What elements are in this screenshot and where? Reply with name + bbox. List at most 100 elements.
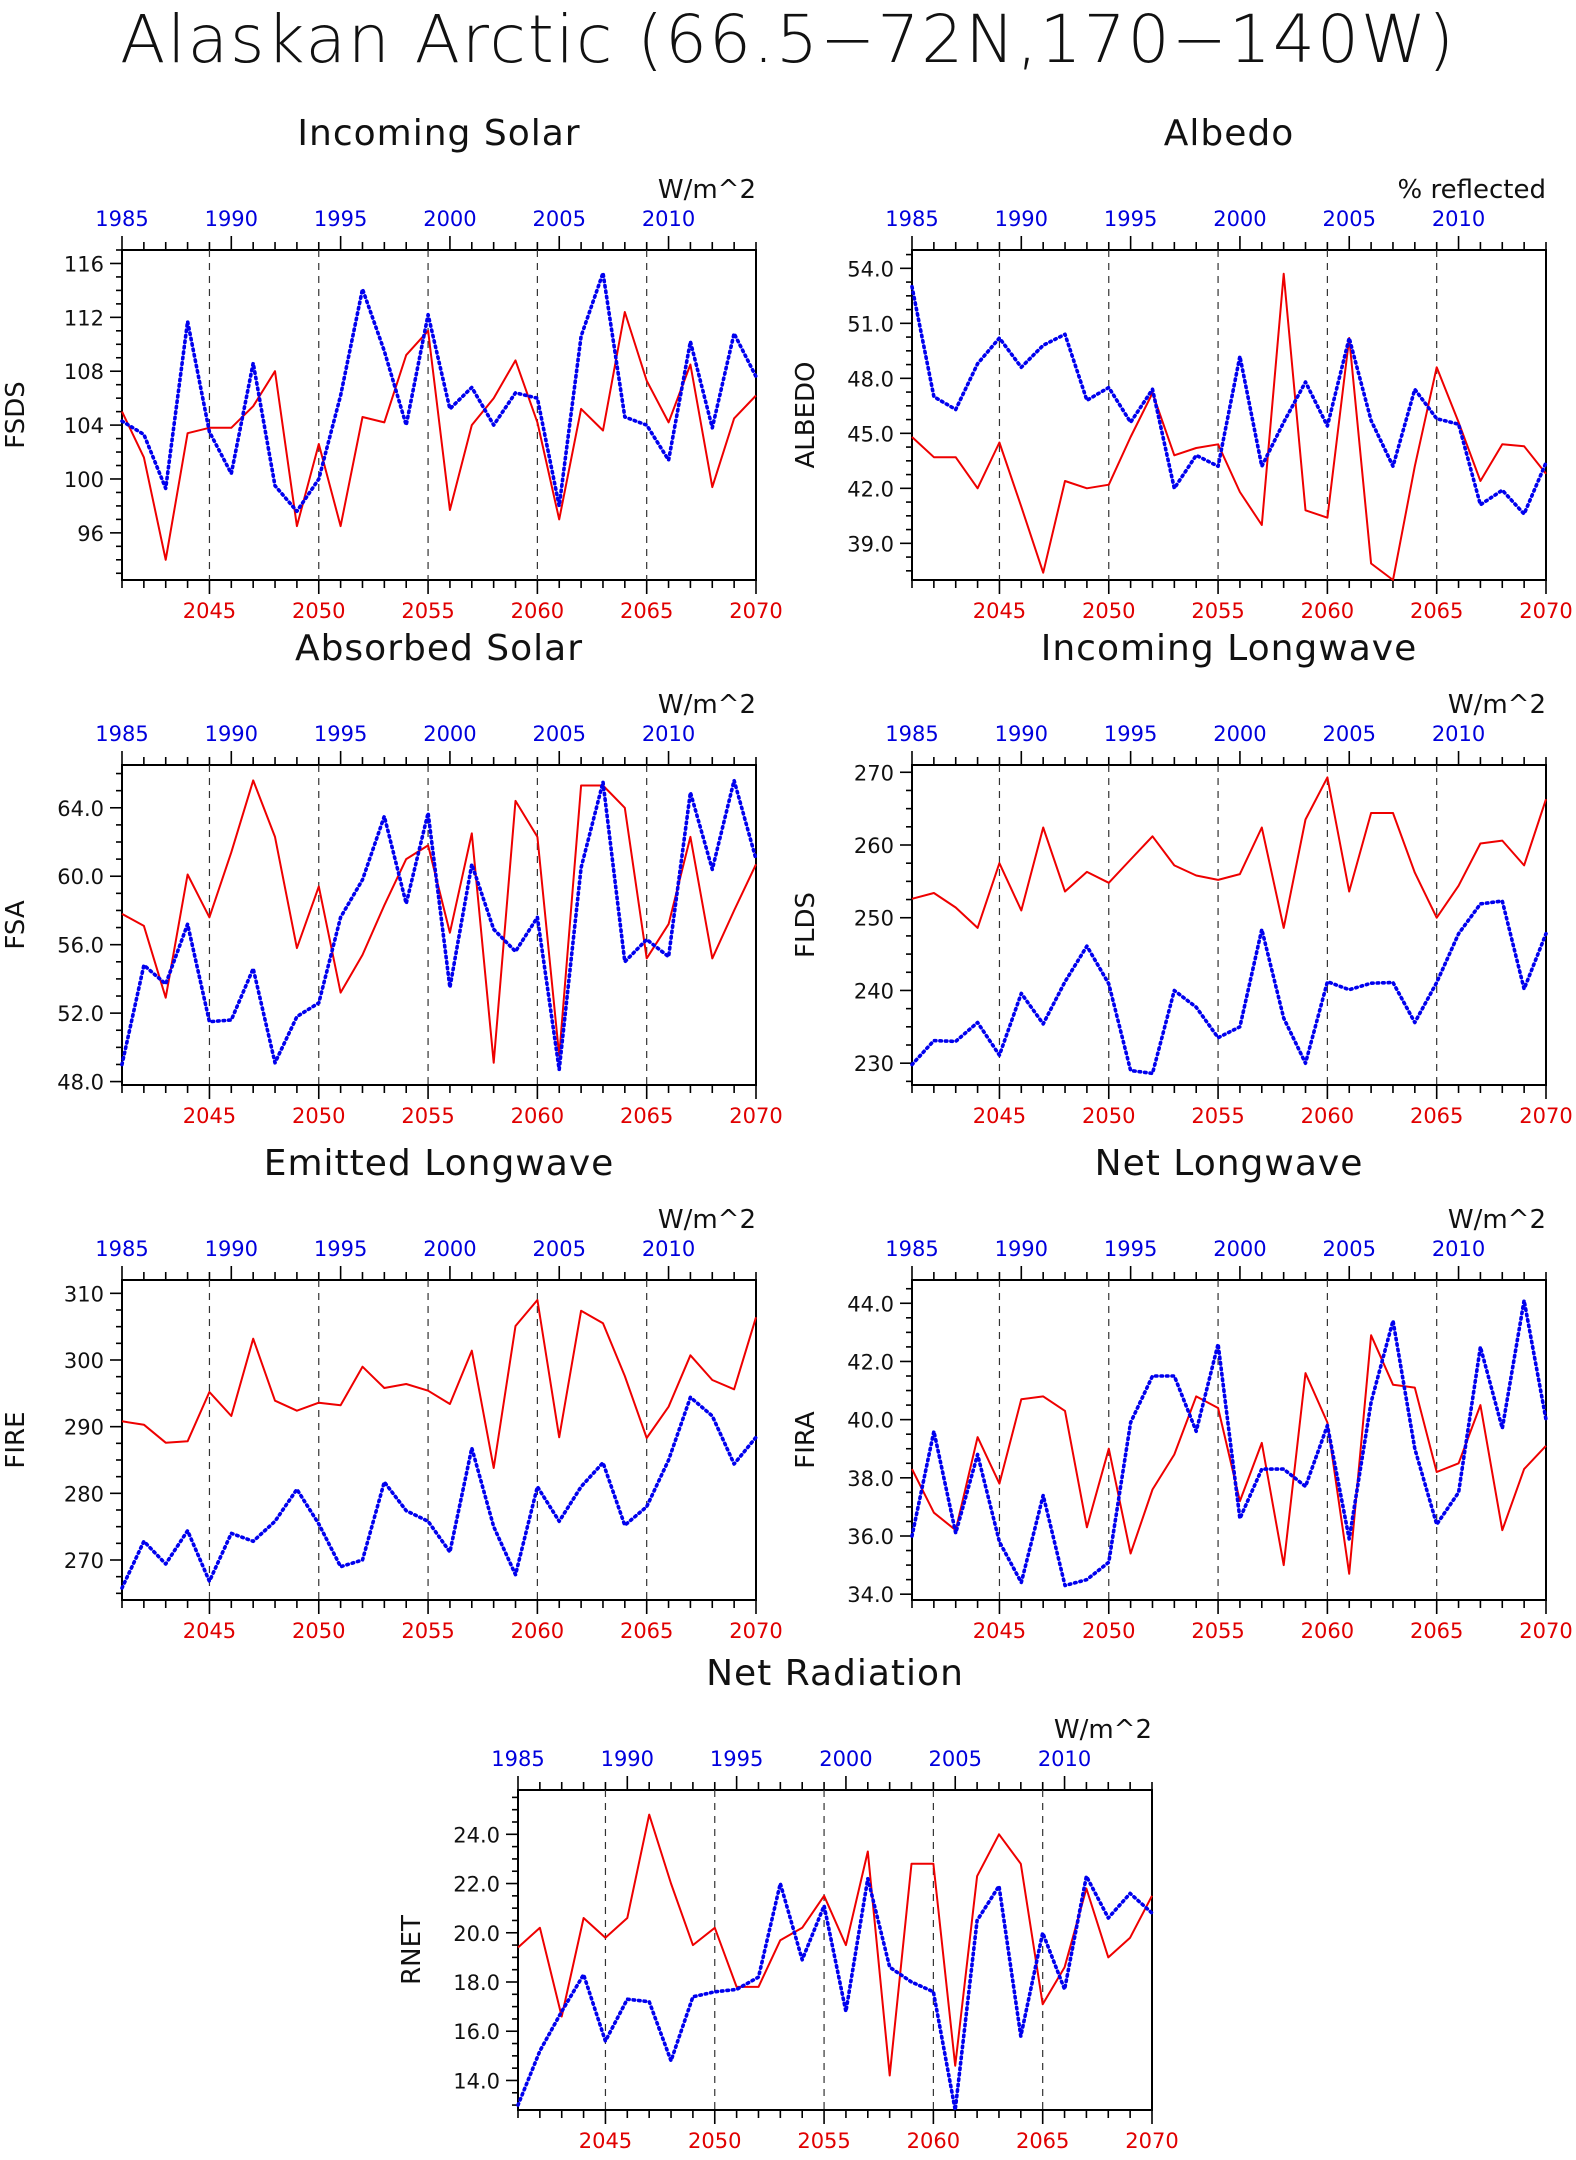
series-line-historic: [120, 778, 758, 1072]
y-tick-label: 45.0: [847, 422, 894, 446]
panel-title: Emitted Longwave: [264, 1143, 615, 1184]
series-line-historic: [910, 1298, 1548, 1588]
y-tick-label: 52.0: [57, 1002, 104, 1026]
x-tick-label-top: 2010: [642, 1237, 695, 1261]
x-tick-label-top: 1985: [95, 722, 148, 746]
plot-frame: [911, 249, 1547, 581]
chart-incoming-longwave: Incoming Longwave W/m^2 FLDS 2045 2050 2055 20…: [791, 628, 1573, 1128]
y-tick-label: 100: [64, 468, 104, 492]
x-tick-label-top: 2010: [1038, 1747, 1091, 1771]
x-tick-label-bottom: 2050: [688, 2129, 741, 2153]
y-axis-label: FSDS: [1, 381, 31, 449]
y-tick-label: 270: [64, 1549, 104, 1573]
x-tick-label-bottom: 2060: [907, 2129, 960, 2153]
x-tick-label-bottom: 2065: [1016, 2129, 1069, 2153]
y-tick-label: 20.0: [453, 1922, 500, 1946]
y-tick-label: 96: [77, 522, 104, 546]
x-tick-label-bottom: 2055: [401, 1104, 454, 1128]
x-tick-label-bottom: 2045: [183, 599, 236, 623]
x-tick-label-top: 2010: [642, 722, 695, 746]
y-tick-label: 14.0: [453, 2069, 500, 2093]
x-tick-label-top: 2005: [1323, 722, 1376, 746]
series-line-historic: [910, 899, 1548, 1076]
series-line-historic: [910, 284, 1548, 516]
plot-frame: [121, 1279, 757, 1601]
y-tick-label: 56.0: [57, 934, 104, 958]
x-tick-label-bottom: 2060: [511, 599, 564, 623]
x-tick-label-bottom: 2060: [1301, 1619, 1354, 1643]
y-tick-label: 290: [64, 1416, 104, 1440]
y-tick-label: 51.0: [847, 312, 894, 336]
x-tick-label-top: 1985: [885, 722, 938, 746]
chart-incoming-solar: Incoming Solar W/m^2 FSDS 2045 2050 2055 2060 2…: [1, 113, 783, 623]
units-label: W/m^2: [658, 175, 756, 205]
x-tick-label-top: 1985: [491, 1747, 544, 1771]
series-line-future: [121, 779, 757, 1064]
x-tick-label-top: 1995: [314, 1237, 367, 1261]
units-label: W/m^2: [1448, 690, 1546, 720]
y-tick-label: 250: [854, 907, 894, 931]
series-line-historic: [516, 1874, 1154, 2112]
chart-absorbed-solar: Absorbed Solar W/m^2 FSA 2045 2050 2055 2060 20…: [1, 628, 783, 1128]
y-tick-label: 230: [854, 1052, 894, 1076]
y-axis-label: RNET: [397, 1915, 427, 1985]
x-tick-label-top: 2000: [423, 207, 476, 231]
x-tick-label-bottom: 2050: [1082, 1104, 1135, 1128]
x-tick-label-top: 2010: [642, 207, 695, 231]
units-label: W/m^2: [1054, 1715, 1152, 1745]
y-tick-label: 40.0: [847, 1409, 894, 1433]
x-tick-label-top: 1985: [95, 207, 148, 231]
units-label: W/m^2: [658, 1205, 756, 1235]
y-tick-label: 60.0: [57, 865, 104, 889]
y-tick-label: 38.0: [847, 1467, 894, 1491]
x-tick-label-bottom: 2060: [1301, 599, 1354, 623]
x-tick-label-bottom: 2045: [973, 1104, 1026, 1128]
x-tick-label-bottom: 2050: [292, 1104, 345, 1128]
x-tick-label-top: 1995: [710, 1747, 763, 1771]
x-tick-label-top: 1990: [995, 1237, 1048, 1261]
x-tick-label-top: 2000: [1213, 207, 1266, 231]
panel-title: Incoming Solar: [297, 113, 580, 154]
series-line-future: [911, 1334, 1547, 1575]
x-tick-label-bottom: 2070: [729, 1619, 782, 1643]
units-label: W/m^2: [1448, 1205, 1546, 1235]
y-tick-label: 44.0: [847, 1292, 894, 1316]
y-axis-label: FLDS: [791, 892, 821, 958]
y-tick-label: 39.0: [847, 532, 894, 556]
x-tick-label-bottom: 2055: [1191, 1619, 1244, 1643]
x-tick-label-bottom: 2070: [1519, 1104, 1572, 1128]
x-tick-label-top: 2005: [929, 1747, 982, 1771]
x-tick-label-bottom: 2065: [620, 1104, 673, 1128]
x-tick-label-bottom: 2065: [620, 599, 673, 623]
y-tick-label: 64.0: [57, 797, 104, 821]
x-tick-label-bottom: 2045: [973, 599, 1026, 623]
x-tick-label-top: 2005: [533, 722, 586, 746]
chart-net-radiation: Net Radiation W/m^2 RNET 2045 2050 2055 2060 20…: [397, 1653, 1179, 2153]
x-tick-label-bottom: 2070: [729, 1104, 782, 1128]
y-tick-label: 240: [854, 979, 894, 1003]
x-tick-label-top: 1985: [885, 1237, 938, 1261]
y-tick-label: 36.0: [847, 1525, 894, 1549]
y-tick-label: 54.0: [847, 257, 894, 281]
series-line-future: [911, 272, 1547, 581]
x-tick-label-bottom: 2065: [1410, 599, 1463, 623]
series-line-future: [517, 1813, 1153, 2077]
units-label: % reflected: [1398, 175, 1546, 205]
x-tick-label-bottom: 2070: [1519, 1619, 1572, 1643]
y-tick-label: 104: [64, 414, 104, 438]
x-tick-label-bottom: 2070: [1519, 599, 1572, 623]
x-tick-label-top: 2010: [1432, 207, 1485, 231]
y-tick-label: 16.0: [453, 2020, 500, 2044]
x-tick-label-bottom: 2070: [729, 599, 782, 623]
x-tick-label-bottom: 2065: [1410, 1104, 1463, 1128]
x-tick-label-top: 2005: [533, 207, 586, 231]
series-line-future: [121, 1299, 757, 1469]
y-tick-label: 280: [64, 1482, 104, 1506]
y-tick-label: 300: [64, 1349, 104, 1373]
y-tick-label: 18.0: [453, 1971, 500, 1995]
y-axis-label: ALBEDO: [791, 361, 821, 468]
panels: Incoming Solar W/m^2 FSDS 2045 2050 2055 2060 2…: [1, 113, 1573, 2153]
x-tick-label-bottom: 2055: [797, 2129, 850, 2153]
x-tick-label-top: 1990: [995, 722, 1048, 746]
x-tick-label-top: 1990: [205, 207, 258, 231]
